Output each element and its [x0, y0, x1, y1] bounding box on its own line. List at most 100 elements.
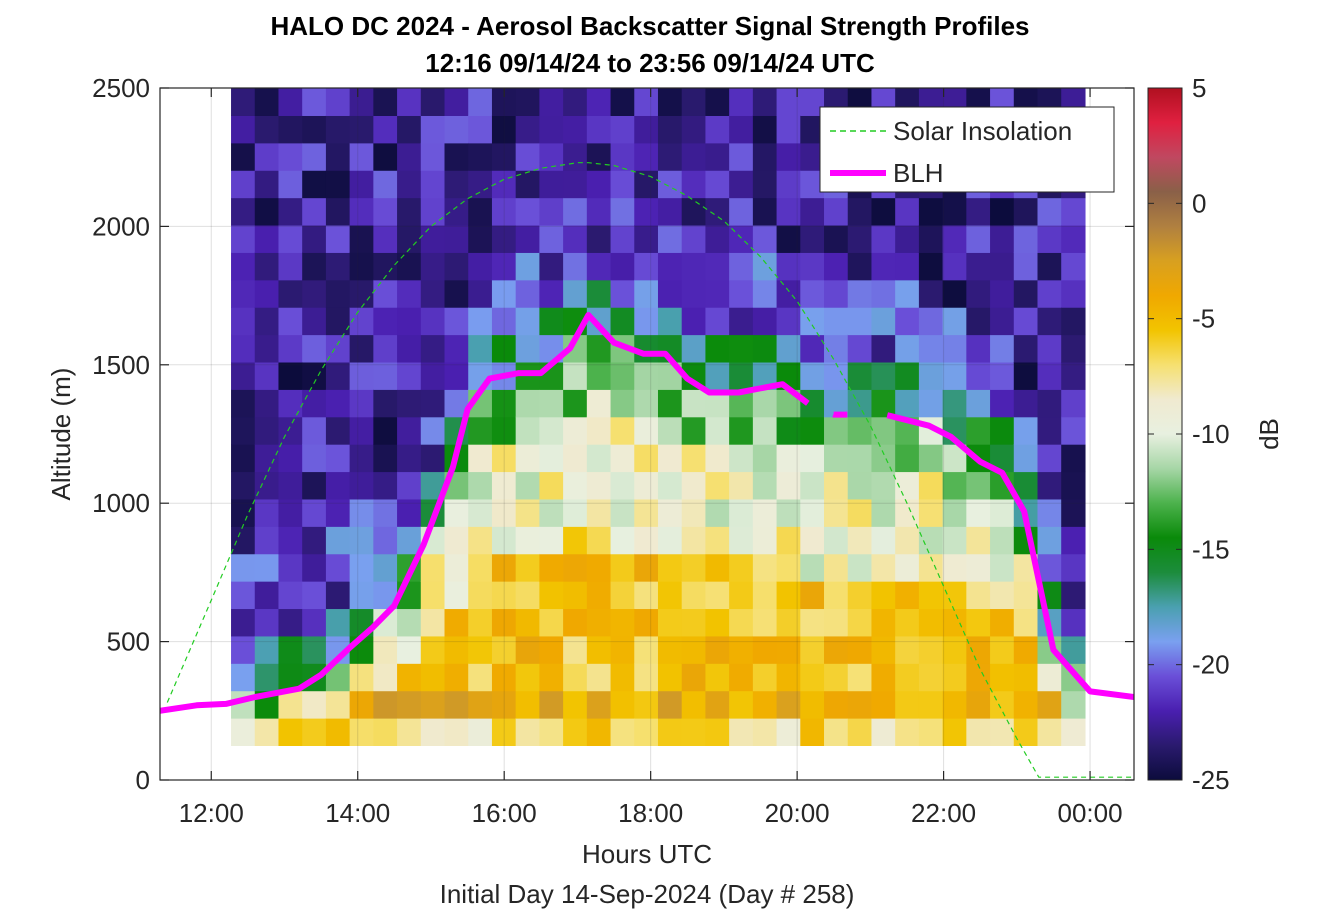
- heatmap-cell: [278, 88, 303, 116]
- heatmap-cell: [752, 252, 778, 281]
- heatmap-cell: [847, 553, 873, 582]
- heatmap-cell: [918, 635, 944, 664]
- heatmap-cell: [990, 608, 1015, 637]
- heatmap-cell: [942, 197, 967, 226]
- heatmap-cell: [847, 471, 873, 500]
- heatmap-cell: [634, 389, 659, 418]
- heatmap-cell: [278, 718, 303, 746]
- heatmap-cell: [586, 389, 612, 418]
- heatmap-cell: [373, 307, 398, 336]
- heatmap-cell: [397, 635, 422, 664]
- heatmap-cell: [990, 307, 1015, 336]
- heatmap-cell: [231, 389, 256, 418]
- heatmap-cell: [325, 252, 351, 281]
- heatmap-cell: [681, 197, 707, 226]
- heatmap-cell: [966, 307, 991, 336]
- heatmap-cell: [325, 142, 351, 171]
- heatmap-cell: [871, 498, 896, 527]
- heatmap-cell: [942, 498, 967, 527]
- legend-blh-label: BLH: [893, 158, 944, 188]
- heatmap-cell: [515, 307, 540, 336]
- heatmap-cell: [942, 279, 967, 308]
- heatmap-cell: [373, 170, 398, 199]
- heatmap-cell: [871, 471, 896, 500]
- heatmap-cell: [515, 635, 540, 664]
- heatmap-cell: [942, 334, 967, 363]
- heatmap-cell: [586, 635, 612, 664]
- heatmap-cell: [515, 252, 540, 281]
- heatmap-cell: [729, 553, 754, 582]
- heatmap-cell: [397, 718, 422, 746]
- heatmap-cell: [325, 170, 351, 199]
- heatmap-cell: [942, 663, 967, 692]
- heatmap-cell: [397, 224, 422, 253]
- heatmap-cell: [895, 361, 920, 390]
- heatmap-cell: [681, 581, 707, 610]
- heatmap-cell: [800, 663, 825, 692]
- heatmap-cell: [349, 444, 374, 473]
- heatmap-cell: [752, 224, 778, 253]
- heatmap-cell: [966, 718, 991, 746]
- heatmap-cell: [539, 444, 564, 473]
- heatmap-cell: [610, 608, 635, 637]
- heatmap-cell: [847, 197, 873, 226]
- heatmap-cell: [515, 389, 540, 418]
- heatmap-cell: [705, 471, 730, 500]
- heatmap-cell: [349, 334, 374, 363]
- heatmap-cell: [278, 690, 303, 719]
- heatmap-cell: [444, 663, 469, 692]
- heatmap-cell: [681, 608, 707, 637]
- heatmap-cell: [990, 581, 1015, 610]
- heatmap-cell: [491, 608, 517, 637]
- heatmap-cell: [776, 526, 801, 555]
- heatmap-cell: [563, 498, 588, 527]
- heatmap-cell: [610, 197, 635, 226]
- colorbar-label: dB: [1254, 418, 1284, 450]
- heatmap-cell: [349, 553, 374, 582]
- heatmap-cell: [990, 663, 1015, 692]
- heatmap-cell: [990, 553, 1015, 582]
- heatmap-cell: [563, 526, 588, 555]
- heatmap-cell: [231, 252, 256, 281]
- heatmap-cell: [634, 416, 659, 445]
- heatmap-cell: [990, 279, 1015, 308]
- heatmap-cell: [1061, 608, 1086, 637]
- heatmap-cell: [800, 416, 825, 445]
- heatmap-cell: [349, 88, 374, 116]
- heatmap-cell: [1061, 718, 1086, 746]
- heatmap-cell: [657, 663, 683, 692]
- heatmap-cell: [278, 197, 303, 226]
- heatmap-cell: [397, 88, 422, 116]
- heatmap-cell: [444, 608, 469, 637]
- heatmap-cell: [420, 389, 446, 418]
- heatmap-cell: [325, 279, 351, 308]
- heatmap-cell: [468, 170, 493, 199]
- heatmap-cell: [1037, 307, 1062, 336]
- heatmap-cell: [752, 498, 778, 527]
- heatmap-cell: [824, 197, 849, 226]
- heatmap-cell: [515, 88, 540, 116]
- heatmap-cell: [539, 115, 564, 144]
- heatmap-cell: [1061, 553, 1086, 582]
- heatmap-cell: [871, 663, 896, 692]
- heatmap-cell: [871, 334, 896, 363]
- heatmap-cell: [563, 142, 588, 171]
- x-tick-label: 16:00: [472, 798, 537, 828]
- heatmap-cell: [824, 581, 849, 610]
- heatmap-cell: [1037, 334, 1062, 363]
- heatmap-cell: [231, 361, 256, 390]
- heatmap-cell: [1013, 690, 1039, 719]
- heatmap-cell: [895, 608, 920, 637]
- heatmap-cell: [302, 471, 327, 500]
- heatmap-cell: [373, 635, 398, 664]
- heatmap-cell: [254, 307, 280, 336]
- heatmap-cell: [231, 553, 256, 582]
- heatmap-cell: [563, 361, 588, 390]
- heatmap-cell: [254, 608, 280, 637]
- heatmap-cell: [610, 307, 635, 336]
- x-tick-label: 14:00: [325, 798, 390, 828]
- heatmap-cell: [325, 553, 351, 582]
- heatmap-cell: [302, 224, 327, 253]
- heatmap-cell: [895, 334, 920, 363]
- heatmap-cell: [420, 690, 446, 719]
